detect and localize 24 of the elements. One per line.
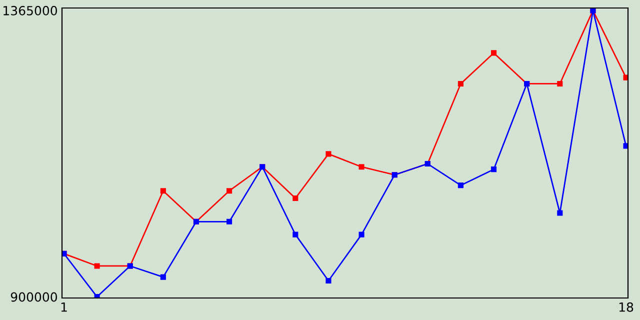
- y-tick-label: 900000: [10, 292, 57, 302]
- point: [160, 274, 166, 280]
- point: [226, 218, 232, 224]
- point: [623, 143, 628, 149]
- point: [358, 232, 364, 238]
- point: [292, 232, 298, 238]
- point: [458, 80, 464, 87]
- point: [557, 210, 563, 216]
- point: [623, 74, 628, 80]
- point: [226, 188, 232, 194]
- point: [326, 278, 332, 284]
- x-tick-label: 1: [61, 302, 67, 312]
- point: [490, 166, 497, 172]
- x-tick-label: 18: [619, 302, 634, 312]
- point: [458, 182, 464, 188]
- point: [292, 195, 298, 202]
- point: [94, 294, 100, 298]
- point: [490, 50, 497, 56]
- point: [557, 80, 563, 87]
- point: [160, 188, 166, 194]
- y-tick-label: 1365000: [4, 6, 57, 16]
- point: [94, 263, 100, 269]
- point: [326, 151, 332, 157]
- point: [358, 164, 364, 170]
